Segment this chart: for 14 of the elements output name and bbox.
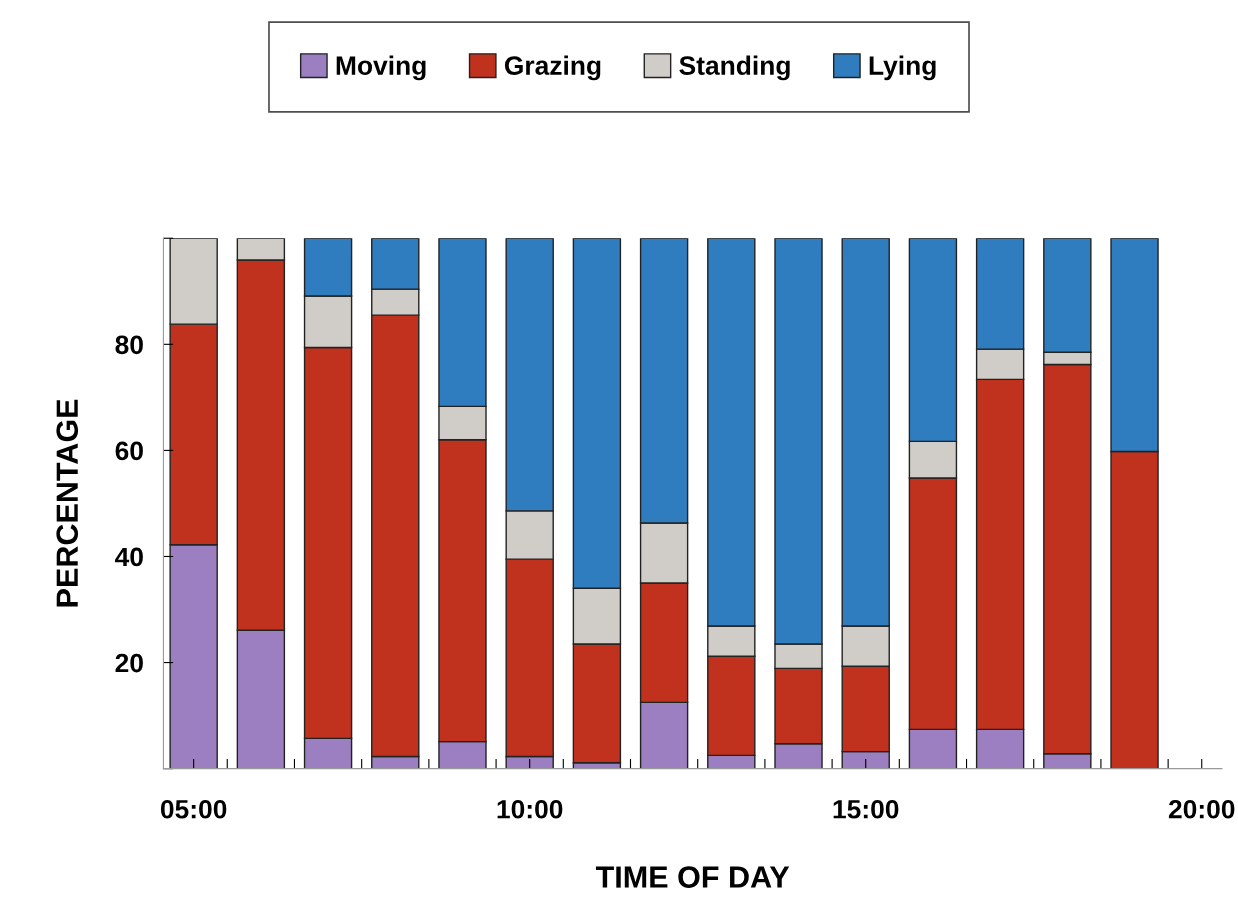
legend-label: Lying [869, 55, 936, 81]
y-axis-title: PERCENTAGE [56, 399, 79, 607]
x-tick-label: 15:00 [833, 799, 899, 819]
y-tick-label: 20 [115, 653, 143, 673]
x-tick-label: 05:00 [160, 799, 227, 819]
x-axis-title: TIME OF DAY [595, 866, 790, 888]
x-tick-label: 10:00 [497, 799, 563, 819]
y-tick-label: 60 [115, 441, 143, 461]
legend-label: Moving [336, 55, 426, 81]
x-tick-label: 20:00 [1168, 799, 1235, 819]
y-tick-label: 40 [115, 547, 143, 567]
legend-label: Grazing [504, 55, 601, 81]
legend-label: Standing [679, 55, 790, 81]
y-tick-label: 80 [115, 335, 143, 355]
